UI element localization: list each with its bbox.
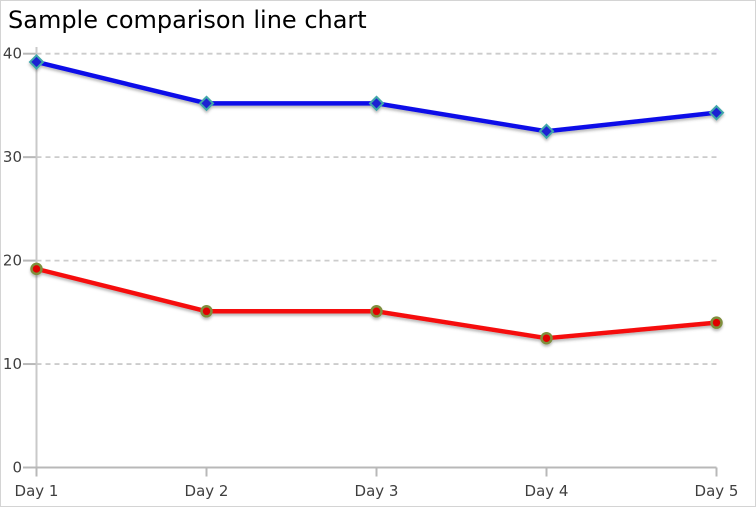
red-series-point-4[interactable] bbox=[540, 331, 553, 345]
blue-series-point-3[interactable] bbox=[368, 95, 385, 112]
x-tick-label-5: Day 5 bbox=[695, 482, 739, 500]
red-series-point-2[interactable] bbox=[200, 305, 213, 318]
x-tick-label-4: Day 4 bbox=[525, 482, 569, 500]
y-tick-label-0: 0 bbox=[12, 459, 22, 477]
blue-series-point-2[interactable] bbox=[198, 95, 215, 112]
red-series-point-3[interactable] bbox=[370, 305, 383, 318]
red-series-line bbox=[34, 266, 719, 341]
blue-series-point-4[interactable] bbox=[538, 123, 555, 140]
y-tick-label-40: 40 bbox=[3, 45, 22, 63]
blue-series-point-1[interactable] bbox=[28, 54, 45, 70]
blue-series-group bbox=[28, 54, 725, 140]
y-tick-label-30: 30 bbox=[3, 148, 22, 166]
y-tick-label-10: 10 bbox=[3, 355, 22, 373]
red-series-group bbox=[30, 262, 723, 345]
y-tick-label-20: 20 bbox=[3, 252, 22, 270]
red-series-point-5[interactable] bbox=[710, 316, 723, 329]
red-series-point-1[interactable] bbox=[30, 262, 43, 276]
x-tick-label-1: Day 1 bbox=[15, 482, 59, 500]
x-tick-label-3: Day 3 bbox=[355, 482, 399, 500]
x-tick-label-2: Day 2 bbox=[185, 482, 229, 500]
chart-title: Sample comparison line chart bbox=[8, 6, 367, 34]
blue-series-point-5[interactable] bbox=[708, 104, 725, 121]
